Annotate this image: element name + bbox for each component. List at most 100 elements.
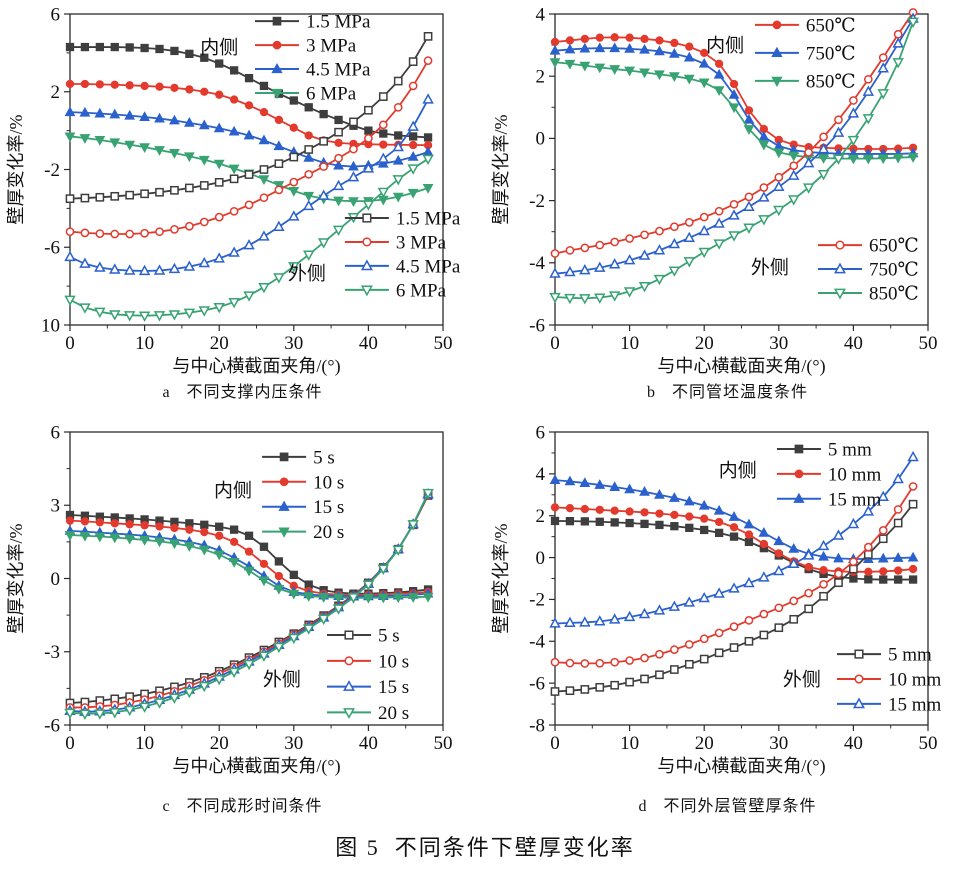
svg-text:-2: -2 — [529, 191, 545, 212]
svg-text:15 s: 15 s — [313, 497, 344, 518]
chart-b-caption: b 不同管坯温度条件 — [485, 378, 970, 402]
svg-text:内侧: 内侧 — [214, 479, 252, 501]
svg-text:3 MPa: 3 MPa — [306, 36, 357, 57]
svg-text:30: 30 — [284, 333, 303, 354]
chart-c: 0 10 20 30 40 50 6 3 0 -3 -6 与中心横截面夹角/(°) 壁厚变化率/% 5 s… — [0, 402, 485, 816]
chart-a-canvas: 0 10 20 30 40 5062-2-610与中心横截面夹角/(°)壁厚变化率/%1.… — [6, 4, 461, 377]
svg-text:-3: -3 — [44, 642, 60, 663]
svg-text:-6: -6 — [529, 315, 545, 336]
svg-text:50: 50 — [434, 333, 453, 354]
svg-text:10: 10 — [135, 333, 154, 354]
chart-a-caption-letter: a — [162, 384, 171, 401]
svg-text:6: 6 — [51, 4, 61, 25]
svg-text:750℃: 750℃ — [869, 259, 919, 280]
svg-text:6 MPa: 6 MPa — [396, 280, 447, 301]
svg-text:10: 10 — [135, 733, 154, 754]
svg-text:0: 0 — [550, 733, 560, 754]
chart-a-caption-text: 不同支撑内压条件 — [186, 384, 323, 401]
chart-d-caption: d 不同外层管壁厚条件 — [485, 792, 970, 816]
svg-text:4: 4 — [536, 4, 546, 25]
svg-text:2: 2 — [536, 66, 546, 87]
svg-text:30: 30 — [769, 333, 788, 354]
svg-text:4.5 MPa: 4.5 MPa — [306, 60, 371, 81]
svg-text:50: 50 — [919, 333, 938, 354]
svg-text:20: 20 — [695, 333, 714, 354]
svg-text:10: 10 — [620, 733, 639, 754]
svg-text:15 s: 15 s — [378, 677, 409, 698]
svg-text:-6: -6 — [44, 238, 60, 259]
svg-text:10: 10 — [620, 333, 639, 354]
svg-text:20 s: 20 s — [378, 703, 409, 724]
svg-text:外侧: 外侧 — [751, 256, 789, 278]
svg-text:10 mm: 10 mm — [828, 464, 882, 485]
svg-text:壁厚变化率/%: 壁厚变化率/% — [491, 114, 511, 224]
chart-d-caption-text: 不同外层管壁厚条件 — [663, 798, 817, 815]
chart-b: 0 10 20 30 40 50 4 2 0 -2 -4 -6 与中心横截面夹角/(°) 壁厚变化率/% 6… — [485, 0, 970, 402]
svg-text:6: 6 — [51, 422, 61, 443]
svg-text:-8: -8 — [529, 715, 545, 736]
chart-a: 0 10 20 30 40 50 6 2 -2 -6 10 与中心横截面夹角/(°) 壁厚变化率/% 1.… — [0, 0, 485, 402]
svg-text:0: 0 — [65, 333, 75, 354]
svg-text:10 s: 10 s — [378, 651, 409, 672]
svg-text:与中心横截面夹角/(°): 与中心横截面夹角/(°) — [657, 356, 825, 377]
svg-text:0: 0 — [65, 733, 75, 754]
chart-a-caption: a 不同支撑内压条件 — [0, 378, 485, 402]
chart-b-caption-letter: b — [646, 384, 656, 401]
svg-text:50: 50 — [434, 733, 453, 754]
chart-grid: 0 10 20 30 40 50 6 2 -2 -6 10 与中心横截面夹角/(°) 壁厚变化率/% 1.… — [0, 0, 970, 816]
svg-text:850℃: 850℃ — [806, 71, 856, 92]
svg-text:15 mm: 15 mm — [888, 694, 942, 715]
svg-text:外侧: 外侧 — [783, 668, 821, 690]
svg-text:内侧: 内侧 — [719, 460, 757, 482]
svg-text:0: 0 — [550, 333, 560, 354]
chart-b-caption-text: 不同管坯温度条件 — [671, 384, 808, 401]
svg-text:5 mm: 5 mm — [888, 645, 932, 666]
svg-text:20: 20 — [210, 333, 229, 354]
figure-caption: 图 5 不同条件下壁厚变化率 — [335, 835, 635, 860]
svg-text:5 mm: 5 mm — [828, 439, 872, 460]
svg-text:650℃: 650℃ — [869, 236, 919, 257]
svg-text:20 s: 20 s — [313, 522, 344, 543]
svg-text:650℃: 650℃ — [806, 15, 856, 36]
svg-text:750℃: 750℃ — [806, 43, 856, 64]
svg-text:内侧: 内侧 — [706, 35, 744, 57]
svg-text:与中心横截面夹角/(°): 与中心横截面夹角/(°) — [657, 756, 825, 777]
svg-text:2: 2 — [51, 82, 61, 103]
svg-text:40: 40 — [359, 733, 378, 754]
svg-text:30: 30 — [769, 733, 788, 754]
svg-text:外侧: 外侧 — [263, 668, 301, 690]
chart-b-canvas: 0 10 20 30 40 50420-2-4-6与中心横截面夹角/(°)壁厚变化率/%6… — [491, 4, 938, 377]
chart-d-canvas: 0 10 20 30 40 506420-2-4-6-8与中心横截面夹角/(°)壁厚变化率… — [491, 422, 942, 777]
svg-text:850℃: 850℃ — [869, 283, 919, 304]
chart-c-caption: c 不同成形时间条件 — [0, 792, 485, 816]
svg-text:6: 6 — [536, 422, 546, 443]
svg-text:与中心横截面夹角/(°): 与中心横截面夹角/(°) — [172, 756, 340, 777]
svg-text:40: 40 — [359, 333, 378, 354]
svg-text:15 mm: 15 mm — [828, 489, 882, 510]
svg-text:5 s: 5 s — [378, 626, 400, 647]
svg-text:1.5 MPa: 1.5 MPa — [396, 208, 461, 229]
svg-text:-2: -2 — [44, 160, 60, 181]
chart-d: 0 10 20 30 40 50 6 4 2 0 -2 -4 -6 -8 与中心横截面夹角/(°) 壁厚变化率… — [485, 402, 970, 816]
chart-c-caption-letter: c — [162, 798, 171, 815]
svg-text:30: 30 — [284, 733, 303, 754]
chart-d-caption-letter: d — [638, 798, 648, 815]
svg-text:4.5 MPa: 4.5 MPa — [396, 256, 461, 277]
svg-text:2: 2 — [536, 506, 546, 527]
svg-text:3 MPa: 3 MPa — [396, 232, 447, 253]
svg-text:0: 0 — [51, 569, 61, 590]
svg-text:20: 20 — [210, 733, 229, 754]
svg-text:40: 40 — [844, 333, 863, 354]
svg-text:-4: -4 — [529, 253, 545, 274]
svg-text:5 s: 5 s — [313, 447, 335, 468]
svg-text:6 MPa: 6 MPa — [306, 83, 357, 104]
svg-text:10 s: 10 s — [313, 472, 344, 493]
svg-text:0: 0 — [536, 548, 546, 569]
svg-text:0: 0 — [536, 129, 546, 150]
svg-text:10 mm: 10 mm — [888, 669, 942, 690]
svg-text:4: 4 — [536, 464, 546, 485]
svg-text:壁厚变化率/%: 壁厚变化率/% — [491, 523, 511, 633]
svg-text:50: 50 — [919, 733, 938, 754]
